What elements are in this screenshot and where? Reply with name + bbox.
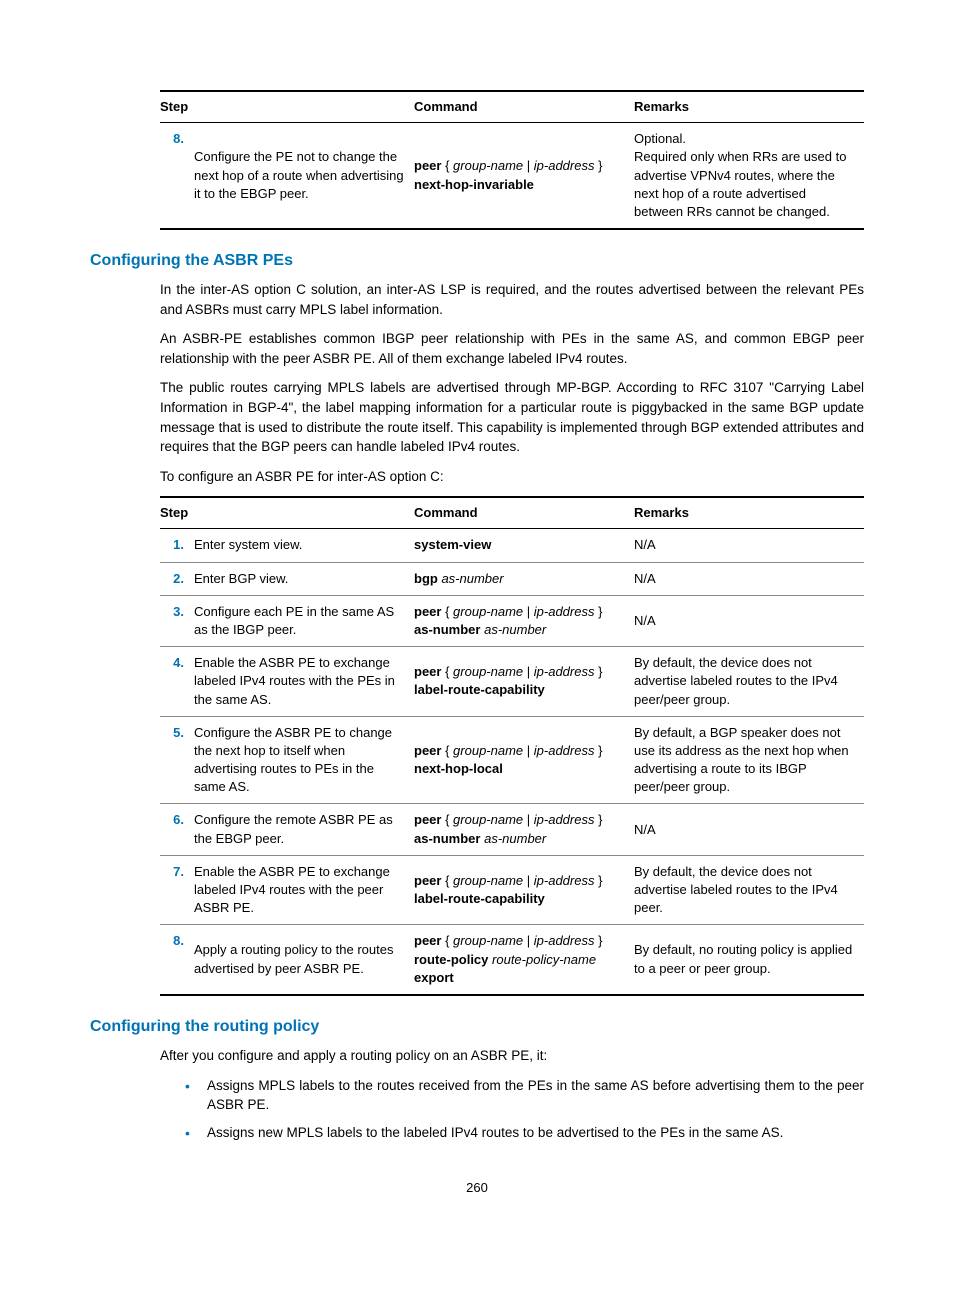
paragraph: The public routes carrying MPLS labels a…: [160, 378, 864, 456]
list-item: Assigns MPLS labels to the routes receiv…: [185, 1076, 864, 1115]
table-row: 5.Configure the ASBR PE to change the ne…: [160, 716, 864, 804]
step-number: 2.: [160, 562, 194, 595]
table-row: 4.Enable the ASBR PE to exchange labeled…: [160, 647, 864, 717]
remarks-text: N/A: [634, 595, 864, 646]
page-number: 260: [90, 1180, 864, 1195]
th-remarks: Remarks: [634, 497, 864, 529]
step-text: Enter BGP view.: [194, 562, 414, 595]
step-number: 6.: [160, 804, 194, 855]
paragraph: In the inter-AS option C solution, an in…: [160, 280, 864, 319]
step-text: Configure each PE in the same AS as the …: [194, 595, 414, 646]
remarks-text: By default, a BGP speaker does not use i…: [634, 716, 864, 804]
table-row: 8.Apply a routing policy to the routes a…: [160, 925, 864, 995]
remarks-text: N/A: [634, 529, 864, 562]
table-row: 8. Configure the PE not to change the ne…: [160, 123, 864, 229]
table-row: 1.Enter system view.system-viewN/A: [160, 529, 864, 562]
command-text: peer { group-name | ip-address } label-r…: [414, 647, 634, 717]
bullet-list: Assigns MPLS labels to the routes receiv…: [185, 1076, 864, 1143]
heading-asbr-pes: Configuring the ASBR PEs: [90, 252, 864, 270]
command-text: peer { group-name | ip-address } next-ho…: [414, 123, 634, 229]
table-row: 2.Enter BGP view.bgp as-numberN/A: [160, 562, 864, 595]
th-command: Command: [414, 91, 634, 123]
step-number: 3.: [160, 595, 194, 646]
remarks-text: By default, no routing policy is applied…: [634, 925, 864, 995]
step-text: Configure the ASBR PE to change the next…: [194, 716, 414, 804]
command-text: peer { group-name | ip-address } as-numb…: [414, 595, 634, 646]
step-text: Configure the remote ASBR PE as the EBGP…: [194, 804, 414, 855]
step-number: 8.: [160, 925, 194, 995]
command-text: peer { group-name | ip-address } route-p…: [414, 925, 634, 995]
table-asbr-config: Step Command Remarks 1.Enter system view…: [160, 496, 864, 996]
list-item: Assigns new MPLS labels to the labeled I…: [185, 1123, 864, 1143]
th-step: Step: [160, 497, 414, 529]
table-row: 6.Configure the remote ASBR PE as the EB…: [160, 804, 864, 855]
heading-routing-policy: Configuring the routing policy: [90, 1018, 864, 1036]
remarks-text: By default, the device does not advertis…: [634, 647, 864, 717]
remarks-text: By default, the device does not advertis…: [634, 855, 864, 925]
command-text: peer { group-name | ip-address } as-numb…: [414, 804, 634, 855]
table-row: 7.Enable the ASBR PE to exchange labeled…: [160, 855, 864, 925]
paragraph: After you configure and apply a routing …: [160, 1046, 864, 1066]
command-text: system-view: [414, 529, 634, 562]
step-number: 8.: [160, 123, 194, 229]
step-number: 5.: [160, 716, 194, 804]
paragraph: An ASBR-PE establishes common IBGP peer …: [160, 329, 864, 368]
step-text: Enable the ASBR PE to exchange labeled I…: [194, 855, 414, 925]
th-command: Command: [414, 497, 634, 529]
table-pe-config: Step Command Remarks 8. Configure the PE…: [160, 90, 864, 230]
step-text: Configure the PE not to change the next …: [194, 123, 414, 229]
th-remarks: Remarks: [634, 91, 864, 123]
command-text: bgp as-number: [414, 562, 634, 595]
step-text: Enter system view.: [194, 529, 414, 562]
step-text: Enable the ASBR PE to exchange labeled I…: [194, 647, 414, 717]
step-number: 4.: [160, 647, 194, 717]
th-step: Step: [160, 91, 414, 123]
step-number: 7.: [160, 855, 194, 925]
remarks-text: N/A: [634, 562, 864, 595]
remarks-text: N/A: [634, 804, 864, 855]
paragraph: To configure an ASBR PE for inter-AS opt…: [160, 467, 864, 487]
command-text: peer { group-name | ip-address } label-r…: [414, 855, 634, 925]
step-number: 1.: [160, 529, 194, 562]
remarks-text: Optional.Required only when RRs are used…: [634, 123, 864, 229]
table-row: 3.Configure each PE in the same AS as th…: [160, 595, 864, 646]
step-text: Apply a routing policy to the routes adv…: [194, 925, 414, 995]
command-text: peer { group-name | ip-address } next-ho…: [414, 716, 634, 804]
